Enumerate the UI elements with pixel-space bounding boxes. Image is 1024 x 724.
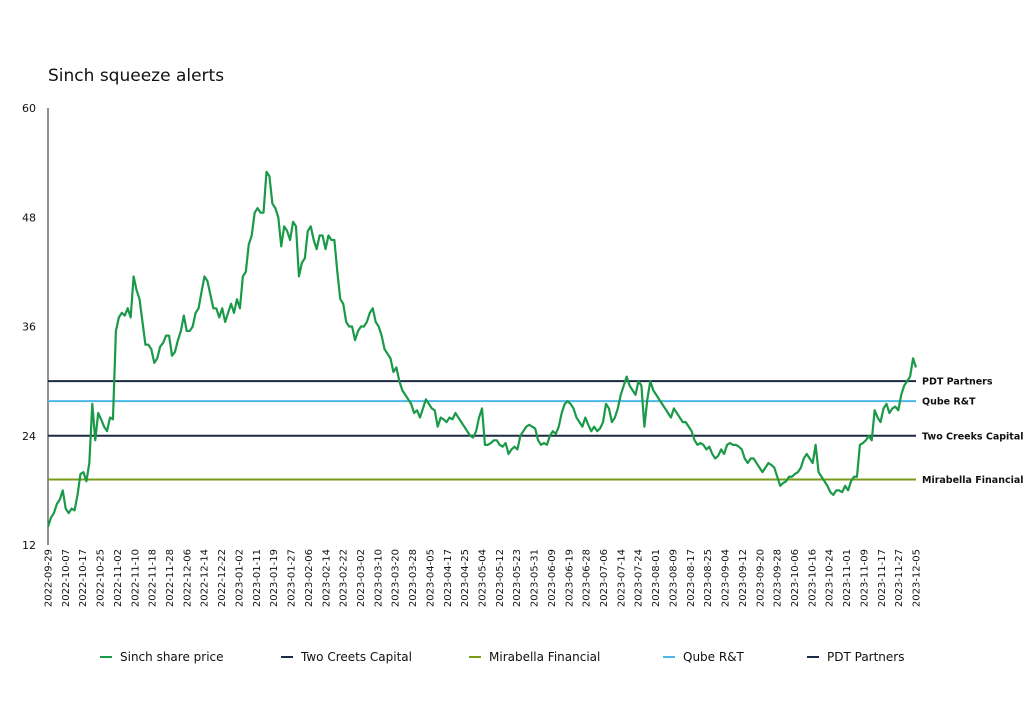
reference-line-label: Two Creeks Capital — [922, 431, 1024, 442]
y-axis: 12 24 36 48 60 — [22, 102, 49, 552]
x-tick-label: 2023-03-10 — [373, 549, 384, 607]
x-tick-label: 2023-01-11 — [252, 549, 263, 607]
reference-lines: PDT Partners Qube R&T Two Creeks Capital Mi… — [48, 377, 1024, 486]
x-tick-label: 2023-11-17 — [877, 549, 888, 607]
y-tick-label: 12 — [22, 539, 36, 552]
legend-item-pdt: PDT Partners — [807, 650, 904, 664]
y-tick-label: 36 — [22, 321, 36, 334]
x-tick-label: 2023-03-28 — [408, 549, 419, 607]
x-tick-label: 2022-12-22 — [217, 549, 228, 607]
legend-swatch-qube — [663, 656, 675, 658]
x-tick-label: 2022-11-18 — [148, 549, 159, 607]
reference-line-label: Mirabella Financial — [922, 475, 1024, 486]
chart-title: Sinch squeeze alerts — [48, 66, 225, 86]
x-tick-label: 2023-09-28 — [773, 549, 784, 607]
x-tick-label: 2023-09-12 — [738, 549, 749, 607]
legend-label-price: Sinch share price — [120, 650, 224, 664]
legend-swatch-mirabella — [469, 656, 481, 658]
legend-item-qube: Qube R&T — [663, 650, 744, 664]
x-tick-label: 2023-07-24 — [634, 549, 645, 607]
line-chart: 12 24 36 48 60 2022-09-29 2022-10-07 2022-10-1… — [22, 102, 1024, 607]
legend-item-two-creeks: Two Creets Capital — [281, 650, 412, 664]
x-tick-label: 2023-08-01 — [651, 549, 662, 607]
y-tick-label: 48 — [22, 211, 36, 224]
x-tick-label: 2022-11-28 — [165, 549, 176, 607]
legend-label-pdt: PDT Partners — [827, 650, 905, 664]
x-tick-label: 2023-06-09 — [547, 549, 558, 607]
legend-swatch-two-creeks — [281, 656, 293, 658]
x-tick-label: 2023-08-25 — [703, 549, 714, 607]
x-tick-label: 2022-12-06 — [182, 549, 193, 607]
legend-label-qube: Qube R&T — [683, 650, 744, 664]
x-tick-label: 2023-09-20 — [755, 549, 766, 607]
x-tick-label: 2023-02-22 — [339, 549, 350, 607]
x-tick-label: 2023-04-05 — [425, 549, 436, 607]
x-tick-label: 2022-10-07 — [61, 549, 72, 607]
legend-item-mirabella: Mirabella Financial — [469, 650, 600, 664]
x-tick-label: 2023-05-12 — [495, 549, 506, 607]
series-group — [46, 170, 918, 528]
x-tick-label: 2023-01-02 — [234, 549, 245, 607]
y-tick-label: 24 — [22, 430, 36, 443]
x-tick-label: 2023-03-20 — [391, 549, 402, 607]
x-tick-label: 2023-11-01 — [842, 549, 853, 607]
x-tick-label: 2022-09-29 — [44, 549, 55, 607]
x-tick-label: 2023-10-16 — [807, 549, 818, 607]
x-tick-label: 2023-08-17 — [686, 549, 697, 607]
x-tick-label: 2023-01-19 — [269, 549, 280, 607]
x-tick-label: 2022-11-02 — [113, 549, 124, 607]
x-tick-label: 2023-12-05 — [912, 549, 923, 607]
x-tick-label: 2023-06-19 — [564, 549, 575, 607]
legend-item-price: Sinch share price — [100, 650, 224, 664]
x-tick-label: 2022-10-25 — [96, 549, 107, 607]
x-tick-label: 2023-06-28 — [582, 549, 593, 607]
x-tick-label: 2023-03-02 — [356, 549, 367, 607]
x-tick-label: 2022-12-14 — [200, 549, 211, 607]
series-line-price — [46, 170, 918, 528]
x-tick-label: 2023-08-09 — [668, 549, 679, 607]
legend-label-two-creeks: Two Creets Capital — [301, 650, 412, 664]
x-tick-label: 2023-02-06 — [304, 549, 315, 607]
x-axis: 2022-09-29 2022-10-07 2022-10-17 2022-10-25… — [44, 549, 923, 607]
x-tick-label: 2023-09-04 — [721, 549, 732, 607]
legend: Sinch share price Two Creets Capital Mir… — [0, 650, 1024, 670]
x-tick-label: 2023-04-25 — [460, 549, 471, 607]
legend-swatch-pdt — [807, 656, 819, 658]
x-tick-label: 2023-04-17 — [443, 549, 454, 607]
x-tick-label: 2023-11-27 — [894, 549, 905, 607]
x-tick-label: 2023-10-06 — [790, 549, 801, 607]
x-tick-label: 2023-07-14 — [616, 549, 627, 607]
x-tick-label: 2023-07-06 — [599, 549, 610, 607]
x-tick-label: 2023-01-27 — [287, 549, 298, 607]
legend-swatch-price — [100, 656, 112, 658]
legend-label-mirabella: Mirabella Financial — [489, 650, 601, 664]
reference-line-label: PDT Partners — [922, 377, 993, 388]
y-tick-label: 60 — [22, 102, 36, 115]
x-tick-label: 2023-05-31 — [530, 549, 541, 607]
x-tick-label: 2022-10-17 — [78, 549, 89, 607]
x-tick-label: 2022-11-10 — [130, 549, 141, 607]
x-tick-label: 2023-02-14 — [321, 549, 332, 607]
x-tick-label: 2023-11-09 — [859, 549, 870, 607]
x-tick-label: 2023-10-24 — [825, 549, 836, 607]
x-tick-label: 2023-05-04 — [478, 549, 489, 607]
reference-line-label: Qube R&T — [922, 397, 976, 408]
x-tick-label: 2023-05-23 — [512, 549, 523, 607]
